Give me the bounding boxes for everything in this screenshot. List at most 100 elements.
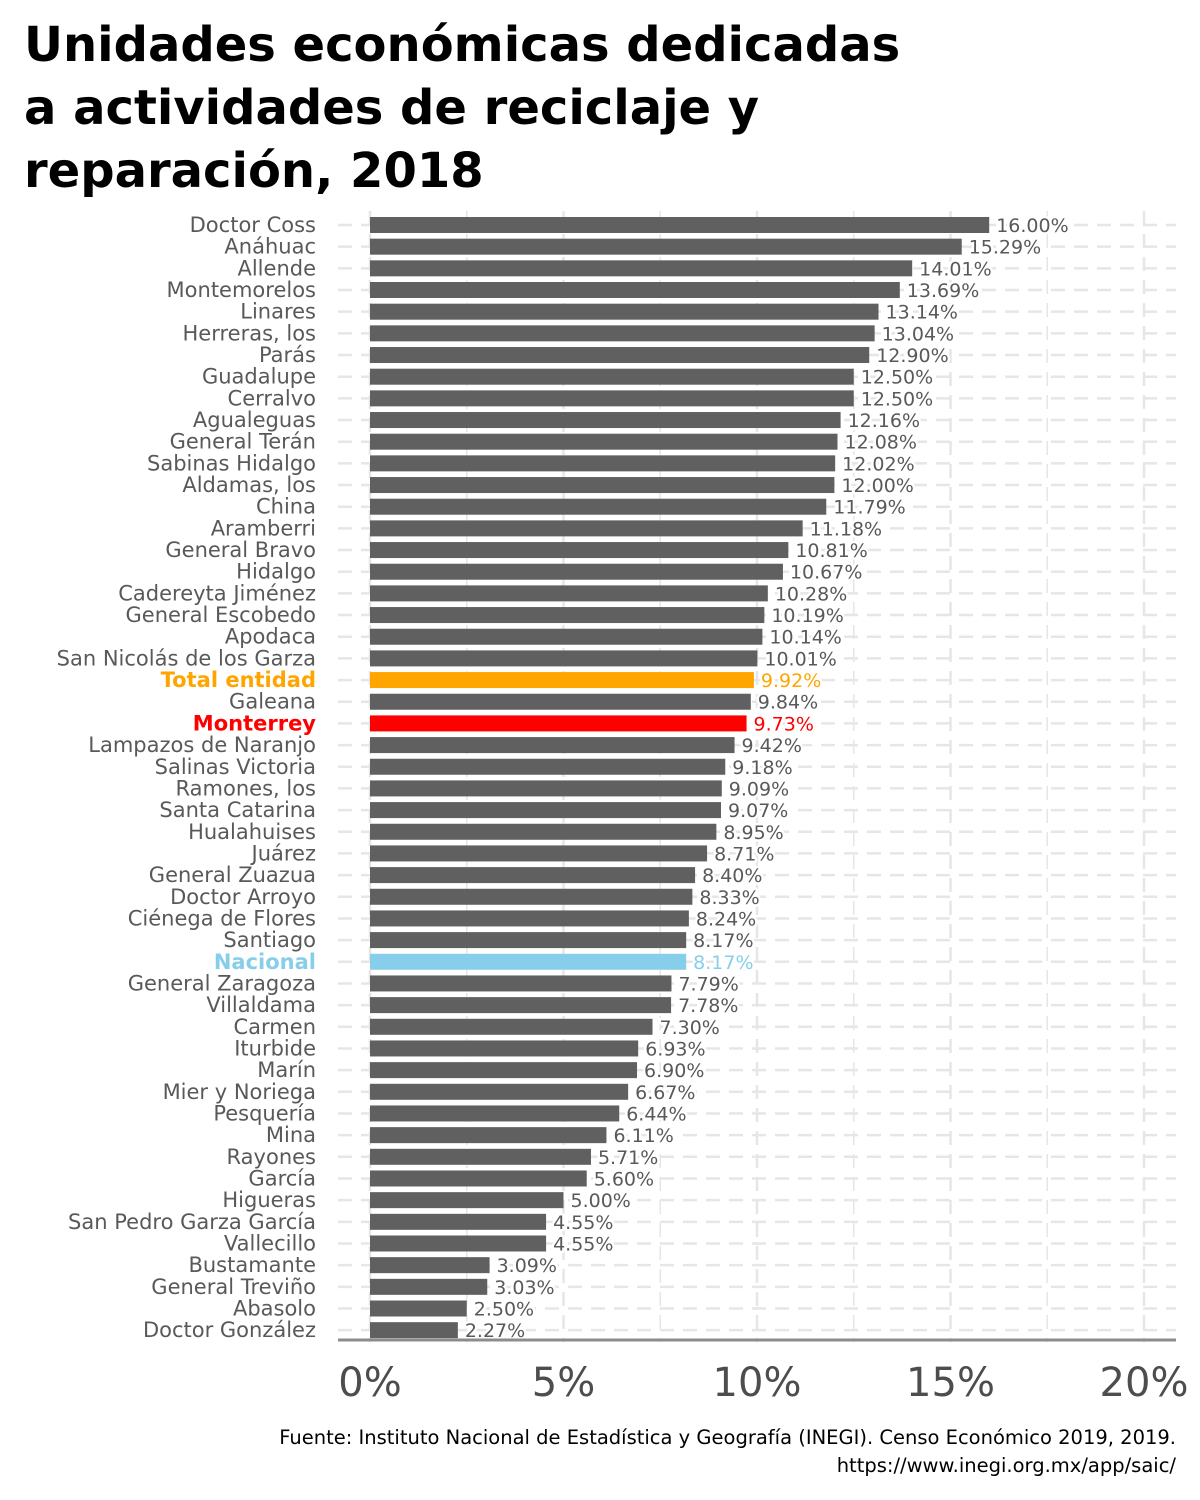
bar: [370, 1040, 639, 1057]
category-label: San Pedro Garza García: [68, 1210, 316, 1234]
category-label: Allende: [237, 256, 316, 280]
bar: [370, 867, 696, 884]
value-label: 8.40%: [702, 865, 762, 887]
category-label: Galeana: [229, 690, 316, 714]
category-label: Herreras, los: [183, 321, 317, 345]
value-label: 3.09%: [497, 1255, 557, 1277]
bar: [370, 737, 735, 754]
category-label: Mier y Noriega: [163, 1080, 316, 1104]
value-label: 13.04%: [882, 323, 954, 345]
bar-chart: Doctor Coss 16.00% Anáhuac 15.29% Allende 14.…: [57, 211, 1188, 1406]
category-label: Monterrey: [193, 711, 317, 735]
value-label: 12.00%: [841, 475, 913, 497]
bar: [370, 1257, 490, 1274]
value-label: 8.71%: [714, 843, 774, 865]
category-label: Linares: [240, 300, 316, 324]
bar: [370, 932, 687, 949]
bar: [370, 715, 747, 732]
value-label: 2.50%: [474, 1299, 534, 1321]
bar: [370, 1300, 467, 1317]
source-note: Fuente: Instituto Nacional de Estadístic…: [279, 1424, 1176, 1480]
category-label: Santa Catarina: [159, 798, 316, 822]
value-label: 11.79%: [833, 497, 905, 519]
value-label: 6.44%: [626, 1103, 686, 1125]
bar: [370, 1213, 547, 1230]
category-label: Higueras: [222, 1188, 316, 1212]
category-label: General Treviño: [151, 1275, 316, 1299]
value-label: 9.73%: [754, 713, 814, 735]
value-label: 7.78%: [678, 995, 738, 1017]
value-label: 7.79%: [678, 973, 738, 995]
category-label: General Bravo: [165, 538, 316, 562]
category-label: Carmen: [234, 1015, 316, 1039]
category-label: García: [248, 1166, 316, 1190]
bar: [370, 672, 754, 689]
category-label: Hidalgo: [236, 560, 316, 584]
category-label: Rayones: [227, 1145, 316, 1169]
value-label: 8.17%: [693, 930, 753, 952]
value-label: 8.33%: [699, 887, 759, 909]
category-label: Santiago: [223, 928, 316, 952]
category-label: Vallecillo: [224, 1231, 316, 1255]
value-label: 12.90%: [876, 345, 948, 367]
bar: [370, 1127, 607, 1144]
bar: [370, 325, 875, 342]
bar: [370, 845, 708, 862]
value-label: 12.50%: [861, 388, 933, 410]
value-label: 10.28%: [775, 583, 847, 605]
category-label: Hualahuises: [188, 820, 316, 844]
category-label: Bustamante: [188, 1253, 316, 1277]
bar: [370, 802, 722, 819]
bar: [370, 520, 803, 537]
bar: [370, 823, 717, 840]
category-label: Juárez: [250, 841, 317, 865]
bar: [370, 477, 835, 494]
source-text: Fuente: Instituto Nacional de Estadístic…: [279, 1426, 1176, 1449]
value-label: 9.92%: [761, 670, 821, 692]
value-label: 10.14%: [769, 627, 841, 649]
bar: [370, 303, 879, 320]
bar: [370, 1170, 587, 1187]
bar: [370, 693, 751, 710]
value-label: 10.67%: [790, 562, 862, 584]
bar: [370, 412, 841, 429]
value-label: 10.19%: [771, 605, 843, 627]
chart-title: Unidades económicas dedicadas a activida…: [24, 14, 1174, 203]
value-label: 13.14%: [886, 302, 958, 324]
category-label: General Zuazua: [149, 863, 316, 887]
bar: [370, 1192, 564, 1209]
bar: [370, 888, 693, 905]
value-label: 7.30%: [660, 1017, 720, 1039]
bar: [370, 433, 838, 450]
category-label: Lampazos de Naranjo: [88, 733, 316, 757]
value-label: 10.01%: [764, 648, 836, 670]
value-label: 12.02%: [842, 453, 914, 475]
bar: [370, 628, 763, 645]
category-label: Pesquería: [213, 1101, 316, 1125]
bar: [370, 1148, 591, 1165]
bar: [370, 1278, 488, 1295]
category-label: San Nicolás de los Garza: [57, 646, 316, 670]
value-label: 8.95%: [723, 822, 783, 844]
category-label: Nacional: [214, 950, 316, 974]
value-label: 12.16%: [848, 410, 920, 432]
category-label: Ciénega de Flores: [128, 906, 316, 930]
category-label: General Escobedo: [126, 603, 316, 627]
x-tick-label: 15%: [906, 1360, 995, 1406]
bar: [370, 1322, 458, 1339]
value-label: 8.24%: [696, 908, 756, 930]
value-label: 14.01%: [919, 258, 991, 280]
category-label: Guadalupe: [202, 365, 316, 389]
category-label: Mina: [266, 1123, 316, 1147]
value-label: 5.60%: [594, 1168, 654, 1190]
category-label: China: [256, 495, 316, 519]
bar: [370, 498, 827, 515]
x-tick-label: 10%: [713, 1360, 802, 1406]
bar: [370, 542, 789, 559]
category-label: Iturbide: [234, 1036, 316, 1060]
category-label: Total entidad: [161, 668, 316, 692]
category-label: Parás: [259, 343, 316, 367]
category-label: Montemorelos: [167, 278, 316, 302]
source-url: https://www.inegi.org.mx/app/saic/: [836, 1454, 1176, 1477]
category-label: Doctor Arroyo: [170, 885, 316, 909]
